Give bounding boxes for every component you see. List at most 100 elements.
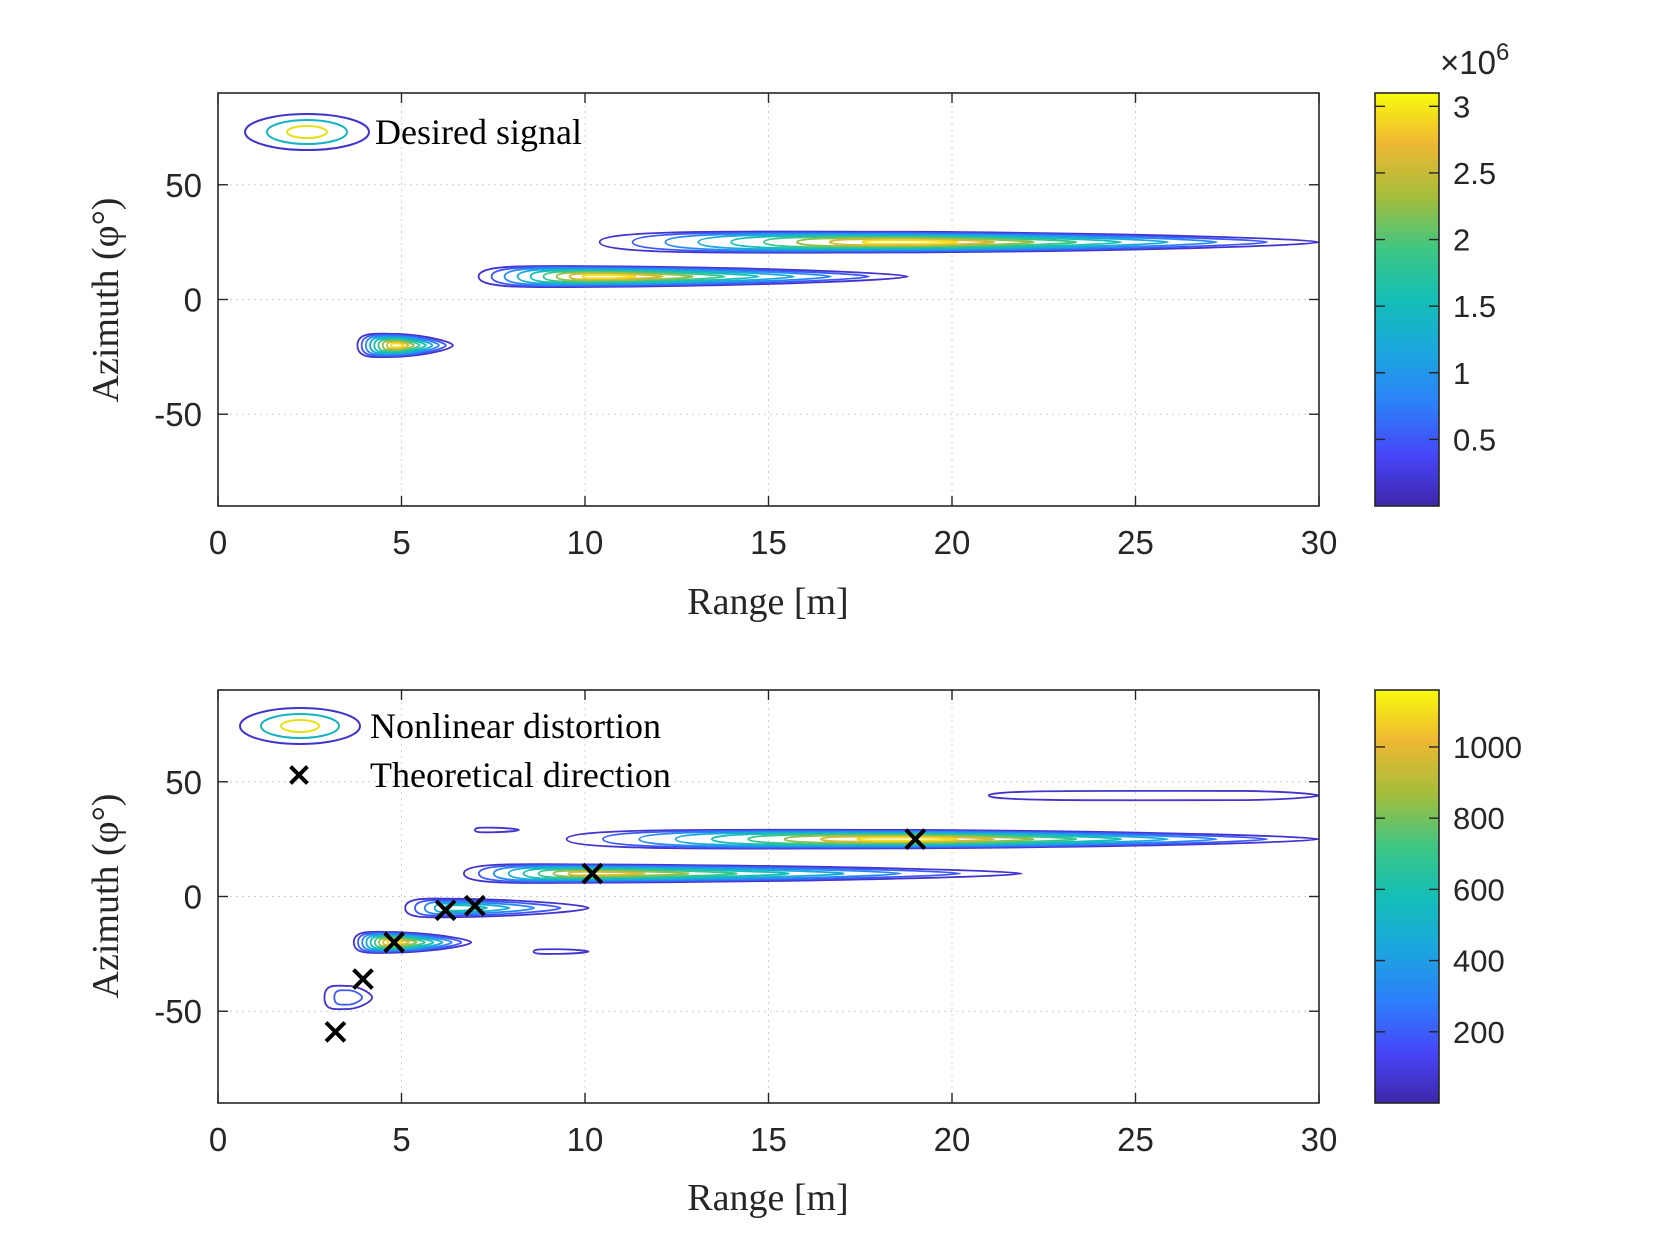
contour-level [360, 333, 447, 357]
x-tick-label: 10 [567, 1121, 604, 1158]
contour-blob [598, 230, 1319, 254]
x-tick-label: 30 [1301, 1121, 1338, 1158]
y-axis-label: Azimuth (φ°) [85, 198, 127, 403]
y-tick-label: -50 [154, 396, 202, 433]
colorbar: 0.5 1 1.5 2 2.5 3 ×106 [1374, 39, 1509, 507]
colorbar-tick-label: 3 [1453, 89, 1470, 124]
contour-level [565, 828, 1319, 850]
contour-level [856, 836, 960, 842]
contour-level [503, 267, 832, 286]
colorbar-tick-label: 1000 [1453, 730, 1522, 765]
contour-level [631, 231, 1269, 253]
y-tick-label: 0 [184, 282, 202, 319]
y-tick-label: 0 [184, 879, 202, 916]
colorbar-tick-label: 0.5 [1453, 422, 1496, 457]
contour-level [333, 989, 364, 1006]
contour-level [462, 863, 1023, 884]
colorbar-tick-label: 1.5 [1453, 289, 1496, 324]
colorbar-tick-label: 600 [1453, 872, 1505, 907]
x-axis-label: Range [m] [687, 1177, 848, 1219]
contour-level [783, 834, 1035, 844]
contour-level [711, 832, 1123, 846]
contour-level [390, 342, 405, 349]
contour-level [987, 789, 1319, 802]
contour-level [361, 933, 453, 952]
contour-blob [987, 789, 1319, 802]
y-tick-label: 50 [165, 167, 202, 204]
contour-blob [462, 863, 1023, 884]
contour-level [369, 935, 435, 950]
contour-level [516, 268, 795, 285]
legend: Nonlinear distortion Theoretical directi… [239, 706, 671, 795]
x-tick-label: 25 [1117, 524, 1154, 561]
x-tick-label: 20 [934, 524, 971, 561]
contour-level [819, 835, 996, 843]
contour-level [555, 271, 694, 282]
contour-level [674, 831, 1169, 847]
y-tick-label: 50 [165, 764, 202, 801]
contour-level [473, 826, 520, 834]
contour-panel-nonlinear-distortion: 0 5 10 15 20 25 30 50 0 -50 Nonlinear distortion … [85, 689, 1522, 1219]
colorbar-ticks: 0.5 1 1.5 2 2.5 3 [1375, 89, 1496, 457]
colorbar-tick-label: 800 [1453, 801, 1505, 836]
contour-blob [532, 948, 590, 955]
legend-contour-icon [239, 707, 361, 745]
x-tick-label: 10 [567, 524, 604, 561]
contour-level [552, 869, 690, 878]
theoretical-markers [324, 828, 927, 1043]
contour-blob [356, 332, 454, 359]
x-tick-label: 30 [1301, 524, 1338, 561]
contour-level [697, 233, 1169, 251]
x-tick-label: 20 [934, 1121, 971, 1158]
contour-level [537, 868, 738, 879]
contour-level [598, 230, 1319, 254]
contour-blobs [356, 230, 1319, 359]
colorbar-tick-label: 2.5 [1453, 156, 1496, 191]
x-axis-label: Range [m] [687, 581, 848, 623]
contour-level [529, 269, 760, 284]
x-tick-label: 25 [1117, 1121, 1154, 1158]
contour-level [385, 341, 410, 350]
colorbar-tick-label: 2 [1453, 223, 1470, 258]
contour-blob [565, 828, 1319, 850]
x-tick-label: 0 [209, 524, 227, 561]
colorbar-tick-label: 200 [1453, 1015, 1505, 1050]
theoretical-direction-marker [464, 894, 486, 917]
theoretical-direction-marker [383, 931, 405, 954]
contour-level [796, 237, 1035, 248]
x-tick-label: 15 [750, 524, 787, 561]
contour-blobs [323, 789, 1319, 1011]
contour-level [567, 870, 646, 877]
contour-level [828, 238, 996, 246]
contour-level [747, 833, 1078, 845]
contour-level [490, 266, 870, 287]
x-tick-label: 5 [392, 524, 410, 561]
contour-level [357, 931, 463, 953]
contour-level [477, 265, 909, 289]
contour-level [323, 984, 374, 1011]
contour-blob [473, 826, 520, 834]
contour-level [492, 865, 902, 882]
contour-level [365, 934, 444, 951]
contour-level [373, 936, 426, 949]
colorbar-multiplier: ×106 [1440, 39, 1509, 81]
theoretical-direction-marker [434, 899, 457, 922]
colorbar-multiplier-base: ×10 [1440, 44, 1496, 81]
axis-ticks: 0 5 10 15 20 25 30 50 0 -50 [154, 93, 1337, 561]
contour-level [477, 864, 962, 883]
legend-contour-icon [244, 113, 370, 151]
theoretical-direction-marker [352, 968, 374, 990]
x-tick-label: 0 [209, 1121, 227, 1158]
plot-background [218, 93, 1319, 506]
axis-ticks: 0 5 10 15 20 25 30 50 0 -50 [154, 690, 1337, 1158]
legend-label-nonlinear-distortion: Nonlinear distortion [370, 706, 661, 746]
colorbar: 200 400 600 800 1000 [1374, 689, 1522, 1104]
contour-level [404, 897, 590, 919]
contour-level [861, 239, 960, 245]
contour-level [763, 236, 1078, 249]
theoretical-direction-marker [581, 862, 604, 885]
colorbar-ticks: 200 400 600 800 1000 [1375, 730, 1522, 1050]
legend-label-desired-signal: Desired signal [375, 112, 582, 152]
contour-blob [477, 265, 909, 289]
